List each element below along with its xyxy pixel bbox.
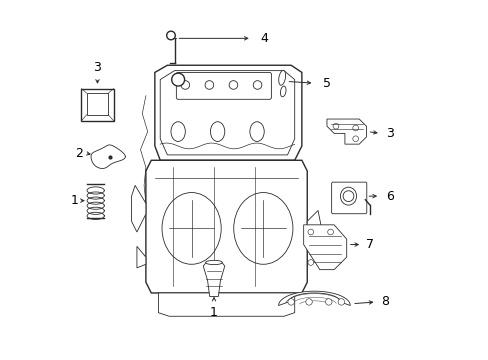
Polygon shape (145, 160, 306, 293)
Polygon shape (303, 225, 346, 270)
Circle shape (307, 229, 313, 235)
Polygon shape (137, 246, 145, 268)
Text: 1: 1 (210, 306, 218, 319)
Text: 2: 2 (76, 147, 83, 159)
Circle shape (287, 299, 294, 305)
Text: 3: 3 (93, 61, 101, 74)
Circle shape (181, 81, 189, 89)
Ellipse shape (205, 260, 222, 265)
Ellipse shape (340, 187, 356, 205)
Ellipse shape (249, 122, 264, 141)
Polygon shape (326, 119, 366, 144)
Polygon shape (278, 291, 349, 306)
FancyBboxPatch shape (86, 93, 108, 115)
Ellipse shape (162, 193, 221, 264)
Circle shape (307, 260, 313, 265)
Circle shape (325, 299, 331, 305)
Text: 5: 5 (323, 77, 331, 90)
Polygon shape (91, 145, 125, 168)
Circle shape (352, 136, 358, 141)
Text: 7: 7 (366, 238, 374, 251)
Circle shape (337, 299, 344, 305)
Text: 8: 8 (380, 296, 388, 309)
Text: 6: 6 (386, 190, 393, 203)
Polygon shape (160, 71, 294, 155)
Circle shape (166, 31, 175, 40)
Ellipse shape (171, 122, 185, 141)
Circle shape (229, 81, 237, 89)
Polygon shape (131, 185, 145, 232)
Text: 1: 1 (70, 194, 78, 207)
Circle shape (352, 125, 358, 131)
Ellipse shape (278, 70, 285, 85)
Text: 4: 4 (260, 32, 268, 45)
Polygon shape (155, 65, 301, 160)
FancyBboxPatch shape (176, 72, 271, 99)
Ellipse shape (233, 193, 292, 264)
FancyBboxPatch shape (81, 89, 113, 121)
Polygon shape (203, 262, 224, 297)
FancyBboxPatch shape (331, 182, 366, 214)
Circle shape (171, 73, 184, 86)
Circle shape (343, 191, 353, 202)
Circle shape (332, 123, 338, 129)
Circle shape (305, 299, 312, 305)
Polygon shape (306, 211, 321, 250)
Ellipse shape (280, 86, 285, 97)
Text: 3: 3 (386, 127, 393, 140)
Polygon shape (158, 293, 294, 316)
Circle shape (204, 81, 213, 89)
Circle shape (253, 81, 261, 89)
Ellipse shape (210, 122, 224, 141)
Circle shape (327, 229, 333, 235)
